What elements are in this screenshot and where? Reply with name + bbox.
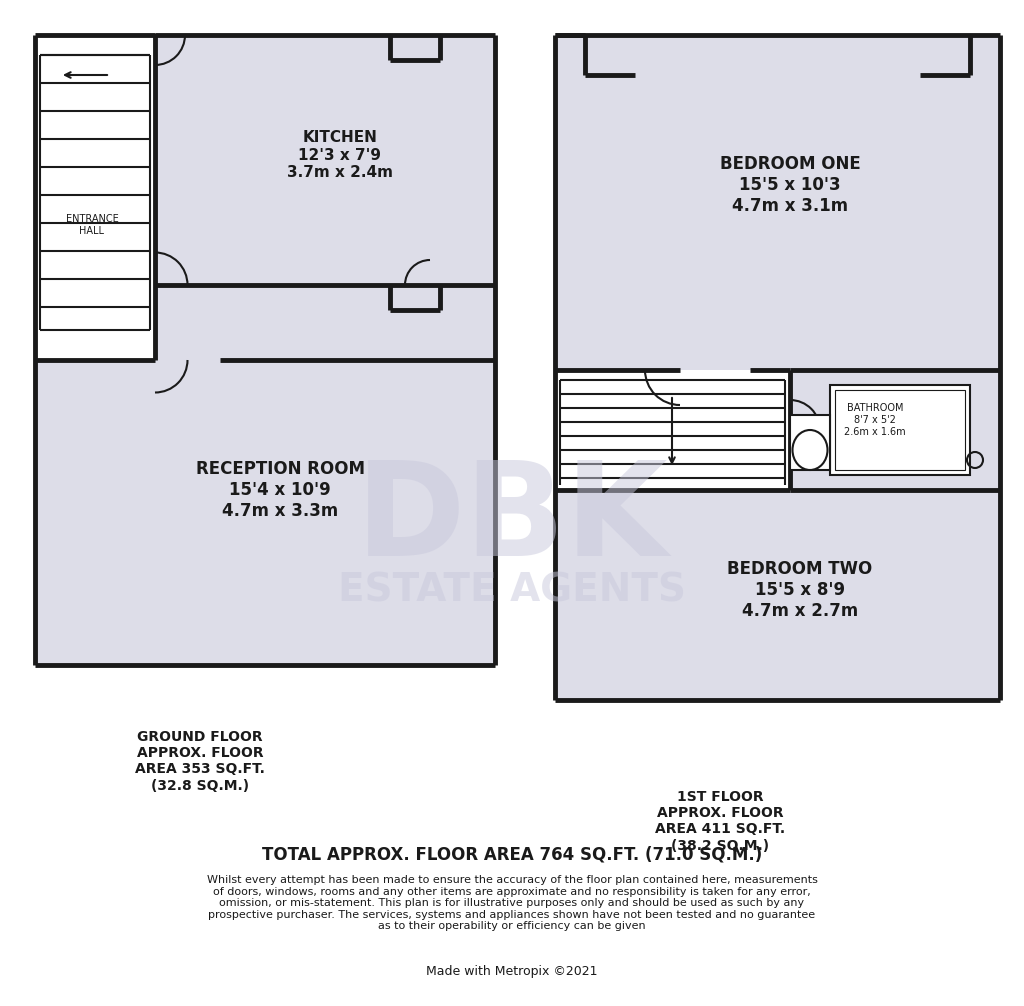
Bar [35, 35, 155, 360]
Bar [555, 490, 1000, 700]
Bar [790, 415, 830, 470]
Text: BEDROOM ONE
15'5 x 10'3
4.7m x 3.1m: BEDROOM ONE 15'5 x 10'3 4.7m x 3.1m [720, 155, 860, 215]
Text: Whilst every attempt has been made to ensure the accuracy of the floor plan cont: Whilst every attempt has been made to en… [207, 875, 817, 932]
Text: Made with Metropix ©2021: Made with Metropix ©2021 [426, 965, 598, 978]
Text: KITCHEN
12'3 x 7'9
3.7m x 2.4m: KITCHEN 12'3 x 7'9 3.7m x 2.4m [287, 130, 393, 180]
Bar [35, 360, 495, 665]
Bar [790, 370, 1000, 490]
Bar [555, 35, 1000, 370]
Text: RECEPTION ROOM
15'4 x 10'9
4.7m x 3.3m: RECEPTION ROOM 15'4 x 10'9 4.7m x 3.3m [196, 460, 365, 520]
Text: GROUND FLOOR
APPROX. FLOOR
AREA 353 SQ.FT.
(32.8 SQ.M.): GROUND FLOOR APPROX. FLOOR AREA 353 SQ.F… [135, 730, 265, 793]
Text: TOTAL APPROX. FLOOR AREA 764 SQ.FT. (71.0 SQ.M.): TOTAL APPROX. FLOOR AREA 764 SQ.FT. (71.… [262, 845, 762, 863]
Bar [155, 35, 495, 285]
Text: ENTRANCE
HALL: ENTRANCE HALL [66, 214, 119, 235]
Text: 1ST FLOOR
APPROX. FLOOR
AREA 411 SQ.FT.
(38.2 SQ.M.): 1ST FLOOR APPROX. FLOOR AREA 411 SQ.FT. … [655, 790, 785, 853]
Bar [830, 385, 970, 475]
Bar [555, 370, 790, 490]
Text: DBK: DBK [355, 457, 669, 583]
Ellipse shape [793, 430, 827, 470]
Bar [835, 390, 965, 470]
Text: BATHROOM
8'7 x 5'2
2.6m x 1.6m: BATHROOM 8'7 x 5'2 2.6m x 1.6m [844, 403, 906, 437]
Text: BEDROOM TWO
15'5 x 8'9
4.7m x 2.7m: BEDROOM TWO 15'5 x 8'9 4.7m x 2.7m [727, 560, 872, 620]
Text: ESTATE AGENTS: ESTATE AGENTS [338, 571, 686, 609]
Bar [35, 35, 495, 665]
